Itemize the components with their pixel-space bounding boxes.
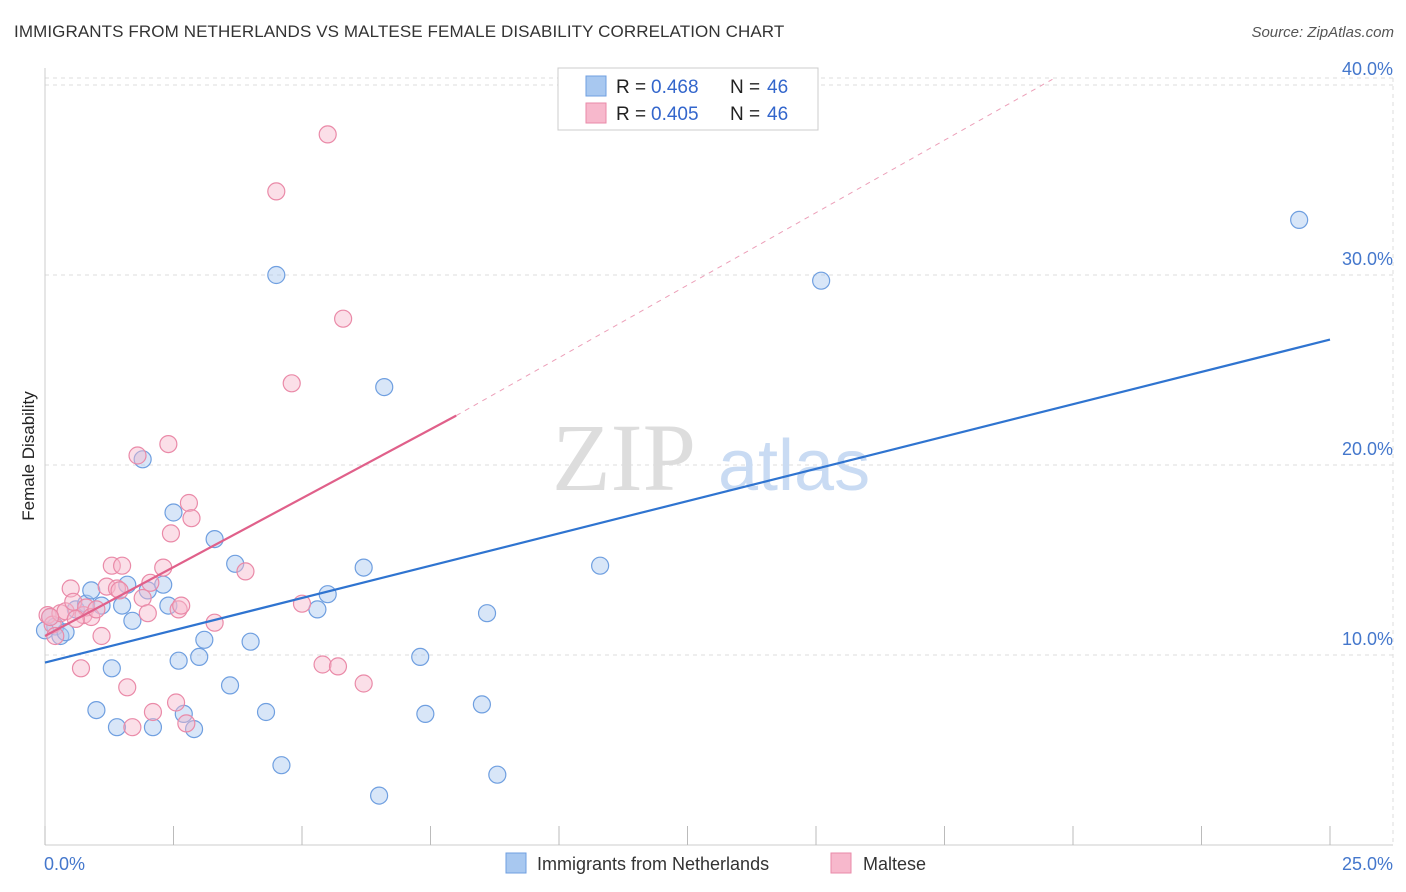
y-axis-title: Female Disability	[19, 391, 38, 521]
maltese-point-29	[172, 596, 191, 615]
netherlands-point-40	[477, 604, 497, 623]
maltese-point-5	[61, 579, 80, 598]
legend-n-label-blue: N =	[730, 77, 760, 98]
y-tick-label-10: 10.0%	[1342, 629, 1393, 649]
netherlands-point-20	[169, 651, 188, 670]
netherlands-point-30	[267, 265, 286, 285]
maltese-point-27	[166, 693, 186, 712]
netherlands-point-42	[591, 556, 610, 575]
watermark-atlas: atlas	[718, 426, 870, 506]
netherlands-point-18	[159, 596, 178, 615]
netherlands-point-10	[107, 718, 127, 737]
chart-title: IMMIGRANTS FROM NETHERLANDS VS MALTESE F…	[14, 22, 785, 41]
legend-n-value-pink: 46	[767, 104, 788, 125]
maltese-point-23	[143, 702, 163, 722]
netherlands-point-44	[1290, 210, 1309, 229]
maltese-point-41	[334, 309, 353, 328]
bottom-legend-label-netherlands: Immigrants from Netherlands	[537, 854, 769, 874]
netherlands-point-38	[416, 704, 435, 724]
netherlands-point-36	[375, 378, 394, 397]
legend-r-label-pink: R =	[616, 104, 646, 125]
netherlands-point-19	[164, 503, 183, 522]
netherlands-point-31	[272, 756, 291, 775]
netherlands-point-27	[226, 554, 245, 573]
maltese-point-33	[205, 613, 224, 632]
maltese-point-26	[161, 524, 181, 543]
legend-box: R = 0.468 N = 46 R = 0.405 N = 46	[557, 67, 819, 131]
x-tick-label-max: 25.0%	[1342, 854, 1393, 874]
maltese-point-25	[159, 435, 178, 454]
y-tick-label-20: 20.0%	[1342, 439, 1393, 459]
maltese-point-42	[354, 674, 373, 693]
legend-r-value-blue: 0.468	[651, 77, 699, 98]
maltese-point-18	[123, 718, 142, 737]
netherlands-point-26	[220, 676, 240, 695]
netherlands-point-39	[472, 695, 491, 714]
bottom-legend-swatch-pink	[830, 852, 852, 874]
netherlands-point-32	[308, 600, 327, 619]
maltese-point-22	[141, 573, 160, 592]
netherlands-point-28	[241, 632, 260, 651]
trend-lines	[455, 78, 1053, 417]
maltese-point-20	[133, 588, 152, 608]
netherlands-point-6	[82, 581, 101, 600]
bottom-legend-label-maltese: Maltese	[863, 854, 926, 874]
y-tick-label-40: 40.0%	[1342, 59, 1393, 79]
maltese-point-43	[41, 607, 60, 627]
maltese-point-35	[267, 182, 286, 201]
netherlands-point-33	[318, 585, 337, 604]
series-maltese-points	[38, 125, 373, 737]
maltese-point-12	[92, 626, 111, 646]
maltese-point-40	[328, 657, 348, 676]
maltese-point-36	[282, 374, 301, 393]
y-tick-label-30: 30.0%	[1342, 249, 1393, 269]
trend-line-maltese	[44, 414, 457, 637]
maltese-point-31	[179, 493, 199, 513]
netherlands-point-7	[87, 700, 106, 720]
maltese-point-38	[313, 655, 332, 674]
maltese-point-19	[128, 446, 147, 465]
netherlands-point-37	[411, 647, 430, 667]
maltese-point-34	[236, 562, 255, 581]
watermark-zip: ZIP	[552, 404, 696, 511]
axes	[44, 68, 1393, 846]
maltese-point-39	[318, 125, 337, 144]
source-label: Source: ZipAtlas.com	[1251, 24, 1394, 41]
maltese-point-16	[112, 556, 132, 575]
legend-r-value-pink: 0.405	[651, 104, 699, 125]
y-tick-labels: 10.0% 20.0% 30.0% 40.0%	[1342, 59, 1393, 649]
netherlands-point-13	[123, 611, 142, 630]
trend-line-maltese-extension	[455, 78, 1053, 417]
maltese-point-7	[71, 659, 91, 678]
netherlands-point-9	[102, 659, 121, 678]
netherlands-point-43	[812, 271, 831, 290]
netherlands-point-23	[190, 647, 209, 667]
netherlands-point-16	[143, 718, 163, 737]
legend-n-label-pink: N =	[730, 104, 760, 125]
x-tick-label-min: 0.0%	[44, 854, 85, 874]
bottom-legend-swatch-blue	[505, 852, 527, 874]
maltese-point-32	[182, 509, 201, 528]
netherlands-point-29	[256, 702, 276, 722]
netherlands-point-24	[195, 630, 214, 649]
trend-line-netherlands	[44, 338, 1331, 664]
netherlands-point-34	[354, 558, 373, 577]
maltese-point-17	[118, 678, 137, 697]
legend-swatch-pink	[585, 102, 607, 124]
bottom-legend: Immigrants from Netherlands Maltese	[505, 852, 926, 874]
legend-swatch-blue	[585, 75, 607, 97]
netherlands-point-35	[370, 786, 389, 805]
netherlands-point-11	[112, 596, 132, 615]
maltese-point-30	[177, 714, 196, 733]
legend-r-label-blue: R =	[616, 77, 646, 98]
maltese-point-21	[138, 604, 157, 623]
netherlands-point-41	[488, 765, 507, 784]
legend-n-value-blue: 46	[767, 77, 788, 98]
maltese-point-14	[102, 556, 121, 575]
